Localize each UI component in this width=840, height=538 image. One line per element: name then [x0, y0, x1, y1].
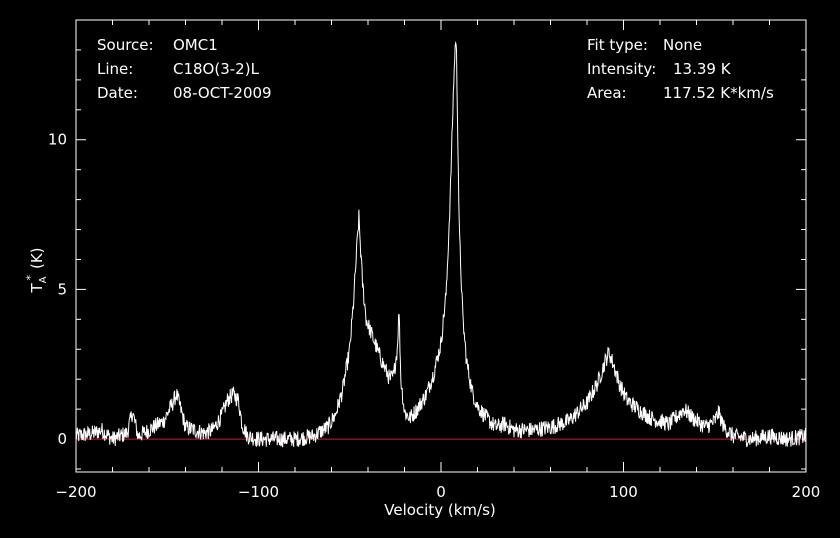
- x-tick-label: 100: [609, 483, 638, 501]
- y-axis-title: TA* (K): [24, 247, 49, 293]
- y-axis-title-unit: (K): [28, 247, 46, 269]
- date-value: 08-OCT-2009: [173, 84, 272, 102]
- x-tick-label: −200: [55, 483, 96, 501]
- x-tick-label: −100: [238, 483, 279, 501]
- intensity-label: Intensity:: [587, 60, 656, 78]
- y-axis-title-main: T: [28, 283, 46, 294]
- y-tick-label: 0: [57, 430, 67, 448]
- line-value: C18O(3-2)L: [173, 60, 260, 78]
- fit-type-value: None: [663, 36, 702, 54]
- x-tick-label: 0: [436, 483, 446, 501]
- y-tick-label: 10: [48, 131, 67, 149]
- y-axis-title-sup: *: [24, 275, 37, 281]
- area-value: 117.52 K*km/s: [663, 84, 774, 102]
- x-axis-title: Velocity (km/s): [384, 501, 495, 519]
- source-label: Source:: [97, 36, 154, 54]
- x-tick-label: 200: [792, 483, 821, 501]
- source-value: OMC1: [173, 36, 218, 54]
- spectrum-series-line: [75, 41, 807, 448]
- y-axis-title-sub: A: [38, 276, 49, 283]
- date-label: Date:: [97, 84, 138, 102]
- y-tick-label: 5: [57, 280, 67, 298]
- fit-type-label: Fit type:: [587, 36, 648, 54]
- line-label: Line:: [97, 60, 133, 78]
- area-label: Area:: [587, 84, 627, 102]
- axis-tick-labels: −200 −100 0 100 200 0 5 10: [48, 131, 820, 501]
- y-axis-title-text: TA* (K): [24, 247, 49, 293]
- intensity-value: 13.39 K: [673, 60, 732, 78]
